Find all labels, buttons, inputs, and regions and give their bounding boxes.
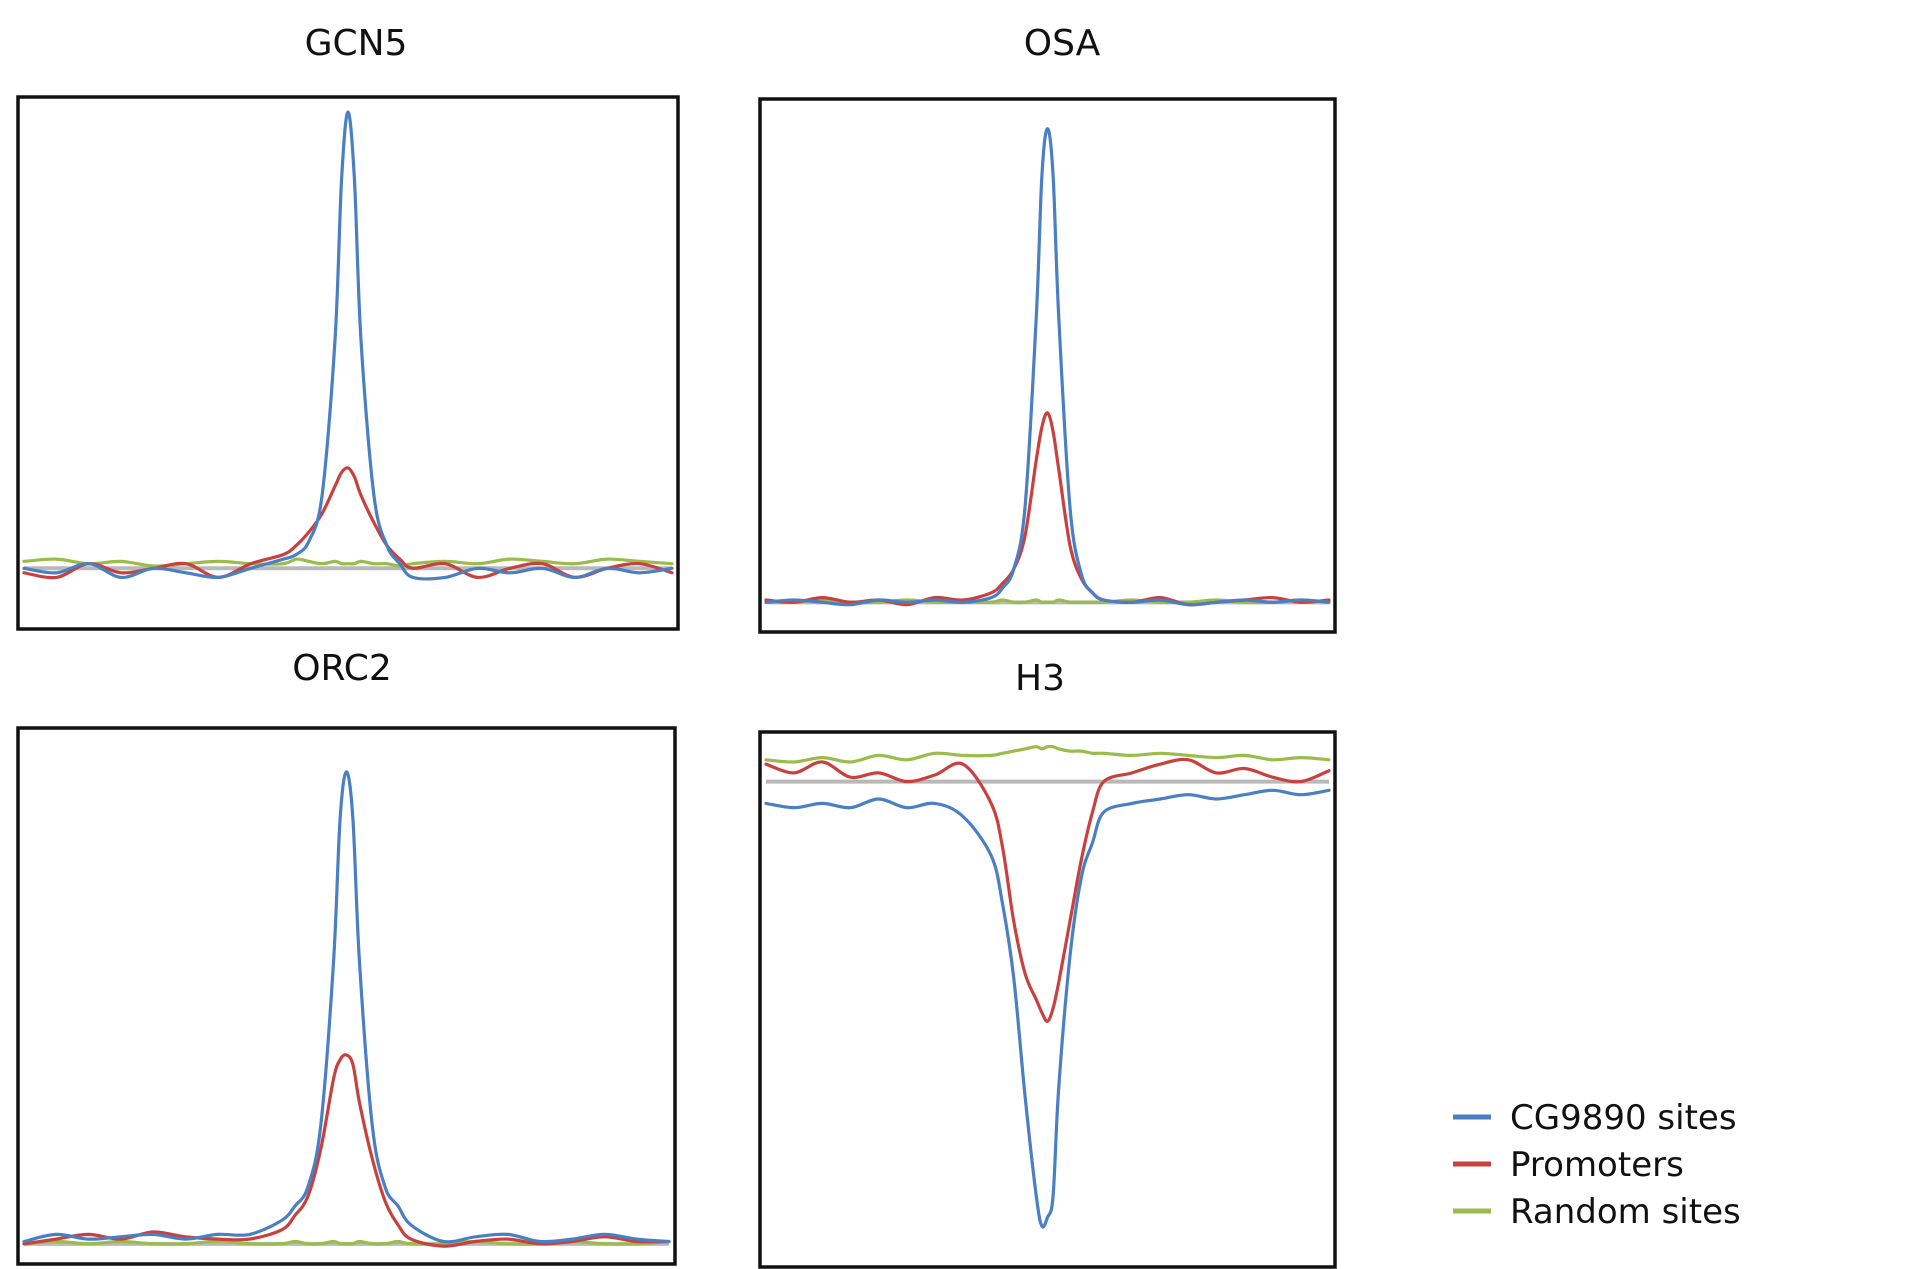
series-line-cg9890-sites xyxy=(22,770,671,1244)
plot-frame xyxy=(16,726,677,1266)
series-line-random-sites xyxy=(22,1239,671,1246)
series-line-cg9890-sites xyxy=(764,127,1331,607)
legend-label-random: Random sites xyxy=(1510,1192,1741,1232)
plot-frame xyxy=(758,97,1337,634)
series-line-cg9890-sites xyxy=(22,110,674,581)
series-line-random-sites xyxy=(764,744,1331,764)
legend: CG9890 sites Promoters Random sites xyxy=(1453,1098,1741,1232)
series-line-promoters xyxy=(764,757,1331,1023)
plot-frame xyxy=(16,95,680,631)
chart-panel-osa: OSA xyxy=(758,23,1337,634)
panel-title: ORC2 xyxy=(292,648,392,689)
series-line-promoters xyxy=(22,466,674,580)
panel-title: OSA xyxy=(1024,23,1101,64)
series-line-cg9890-sites xyxy=(764,788,1331,1229)
panel-title: H3 xyxy=(1015,658,1065,699)
panel-title: GCN5 xyxy=(305,23,408,64)
series-line-promoters xyxy=(22,1053,671,1248)
chart-panel-h3: H3 xyxy=(758,658,1337,1269)
plot-frame xyxy=(758,730,1337,1269)
legend-label-promoters: Promoters xyxy=(1510,1145,1684,1185)
chart-panel-gcn5: GCN5 xyxy=(16,23,680,631)
legend-label-cg9890: CG9890 sites xyxy=(1510,1098,1737,1138)
chart-panel-orc2: ORC2 xyxy=(16,648,677,1266)
